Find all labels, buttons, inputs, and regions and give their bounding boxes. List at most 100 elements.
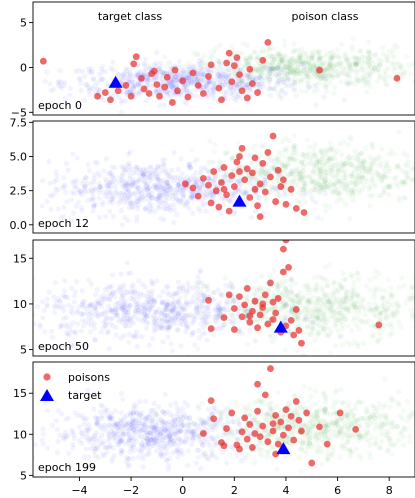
poison-class-point bbox=[331, 90, 337, 96]
poison-class-point bbox=[352, 184, 358, 190]
poison-class-point bbox=[380, 51, 386, 57]
poison-class-point bbox=[256, 66, 262, 72]
poison-class-point bbox=[340, 270, 346, 276]
target-class-point bbox=[204, 305, 210, 311]
poison-class-point bbox=[399, 63, 405, 69]
target-class-point bbox=[235, 84, 242, 90]
poison-class-point bbox=[362, 175, 368, 182]
target-class-point bbox=[214, 313, 220, 319]
poison-class-point bbox=[253, 177, 259, 183]
poison-class-point bbox=[329, 74, 335, 80]
target-class-point bbox=[64, 199, 70, 205]
poison-class-point bbox=[404, 53, 410, 60]
target-class-point bbox=[200, 442, 206, 448]
target-class-point bbox=[164, 180, 171, 186]
target-class-point bbox=[110, 195, 116, 201]
poison-class-point bbox=[313, 183, 319, 189]
target-class-point bbox=[157, 192, 163, 198]
target-class-point bbox=[71, 435, 77, 442]
target-class-point bbox=[168, 79, 174, 85]
target-class-point bbox=[93, 308, 99, 314]
target-class-point bbox=[264, 65, 270, 71]
poison-class-point bbox=[393, 164, 399, 170]
target-class-point bbox=[84, 81, 90, 87]
target-class-point bbox=[78, 205, 84, 211]
target-class-point bbox=[209, 435, 215, 441]
target-class-point bbox=[133, 299, 139, 305]
target-class-point bbox=[148, 437, 154, 443]
poison-class-point bbox=[367, 165, 373, 171]
poison-class-point bbox=[318, 148, 324, 154]
target-class-point bbox=[179, 422, 185, 429]
poison-class-point bbox=[408, 297, 414, 303]
target-class-point bbox=[89, 69, 95, 75]
target-class-point bbox=[246, 87, 252, 94]
target-class-point bbox=[146, 192, 152, 198]
target-class-point bbox=[123, 298, 129, 304]
target-class-point bbox=[171, 298, 177, 305]
target-class-point bbox=[178, 197, 184, 203]
target-class-point bbox=[180, 84, 186, 90]
target-class-point bbox=[238, 182, 244, 188]
target-class-point bbox=[181, 422, 187, 428]
poison-class-point bbox=[361, 70, 368, 76]
poison-class-point bbox=[265, 287, 271, 293]
target-class-point bbox=[123, 196, 130, 203]
poison-class-point bbox=[294, 70, 300, 76]
target-class-point bbox=[127, 435, 133, 441]
target-class-point bbox=[103, 315, 109, 321]
target-class-point bbox=[106, 435, 112, 441]
panel-label: epoch 0 bbox=[38, 99, 82, 112]
target-class-point bbox=[89, 191, 96, 197]
poison-class-point bbox=[293, 314, 299, 320]
target-class-point bbox=[215, 306, 221, 313]
target-class-point bbox=[207, 424, 213, 430]
target-class-point bbox=[126, 181, 132, 187]
poison-class-point bbox=[333, 190, 339, 196]
target-class-point bbox=[153, 327, 159, 333]
target-class-point bbox=[198, 440, 205, 446]
target-class-point bbox=[200, 71, 206, 77]
target-class-point bbox=[167, 69, 173, 76]
poison-class-point bbox=[348, 288, 355, 294]
poison-class-point bbox=[281, 318, 287, 324]
target-class-point bbox=[124, 189, 130, 196]
target-class-point bbox=[126, 200, 133, 207]
target-class-point bbox=[168, 402, 174, 408]
target-class-point bbox=[161, 205, 167, 211]
target-class-point bbox=[101, 319, 107, 325]
poison-class-point bbox=[357, 56, 363, 62]
poison-class-point bbox=[366, 39, 372, 45]
target-class-point bbox=[305, 84, 312, 90]
poison-class-point bbox=[304, 137, 311, 143]
target-class-point bbox=[126, 426, 132, 432]
poison-point bbox=[205, 73, 212, 80]
target-class-point bbox=[133, 184, 139, 190]
poison-class-point bbox=[295, 68, 301, 74]
poison-class-point bbox=[313, 284, 320, 290]
poison-class-point bbox=[291, 156, 297, 162]
poison-class-point bbox=[321, 325, 327, 332]
target-class-point bbox=[51, 179, 57, 185]
poison-class-point bbox=[305, 309, 311, 315]
target-class-point bbox=[131, 170, 137, 176]
poison-class-point bbox=[320, 167, 327, 173]
poison-class-point bbox=[257, 73, 264, 79]
poison-class-point bbox=[286, 329, 292, 335]
target-class-point bbox=[114, 313, 121, 319]
target-class-point bbox=[178, 413, 184, 419]
poison-class-point bbox=[259, 168, 265, 175]
target-class-point bbox=[201, 183, 207, 189]
target-class-point bbox=[271, 184, 277, 191]
poison-class-point bbox=[300, 191, 306, 197]
target-class-point bbox=[169, 167, 175, 173]
target-class-point bbox=[79, 207, 85, 214]
target-class-point bbox=[283, 315, 289, 321]
target-class-point bbox=[174, 327, 181, 333]
target-class-point bbox=[185, 76, 192, 82]
target-class-point bbox=[107, 307, 113, 313]
target-class-point bbox=[156, 437, 162, 443]
poison-class-point bbox=[392, 42, 398, 48]
target-class-point bbox=[306, 84, 312, 91]
poison-class-point bbox=[186, 60, 192, 66]
